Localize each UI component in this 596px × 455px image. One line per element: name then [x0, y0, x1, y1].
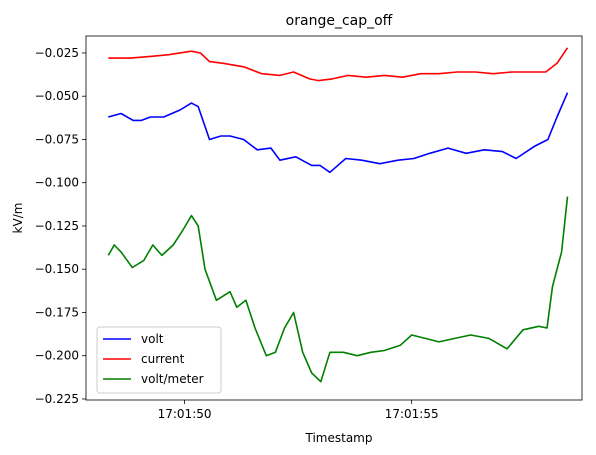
y-tick-label: −0.075 — [35, 132, 79, 146]
legend-label-current: current — [141, 352, 185, 366]
x-tick-label: 17:01:55 — [385, 407, 439, 421]
series-line-current — [108, 47, 569, 82]
y-axis-label: kV/m — [11, 203, 25, 234]
y-axis-ticks: −0.025 −0.050 −0.075 −0.100 −0.125 −0.150 −0.1… — [35, 46, 86, 406]
series-group — [107, 47, 569, 383]
y-tick-label: −0.175 — [35, 305, 79, 319]
legend: volt current volt/meter — [96, 326, 222, 394]
x-tick-label: 17:01:50 — [158, 407, 212, 421]
y-tick-label: −0.100 — [35, 176, 79, 190]
chart-title: orange_cap_off — [286, 13, 393, 29]
series-line-volt-meter — [107, 196, 569, 383]
y-tick-label: −0.050 — [35, 89, 79, 103]
legend-label-volt-meter: volt/meter — [141, 372, 204, 386]
y-tick-label: −0.025 — [35, 46, 79, 60]
series-line-volt — [108, 92, 569, 174]
plot-frame — [85, 35, 583, 401]
y-tick-label: −0.225 — [35, 392, 79, 406]
y-tick-label: −0.200 — [35, 349, 79, 363]
x-axis-label: Timestamp — [305, 431, 373, 445]
y-tick-label: −0.150 — [35, 262, 79, 276]
x-axis-ticks: 17:01:50 17:01:55 — [158, 400, 439, 421]
legend-box — [96, 326, 222, 394]
y-tick-label: −0.125 — [35, 219, 79, 233]
legend-label-volt: volt — [141, 332, 164, 346]
